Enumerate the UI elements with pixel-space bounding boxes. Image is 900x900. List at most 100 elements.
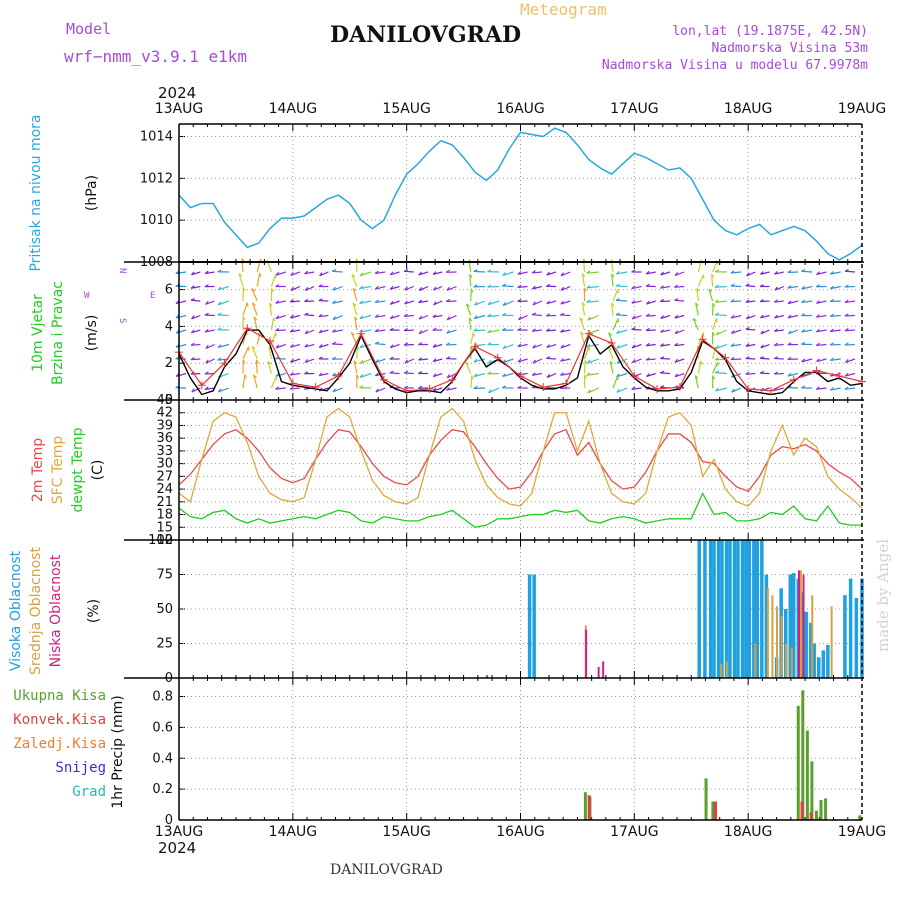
wind-arrow [473,329,485,332]
wind-arrow [217,343,229,349]
cloud-low-bar [597,666,600,678]
wind-arrow-head [712,331,716,336]
wind-arrow-head [473,284,478,288]
wind-arrow [517,285,528,289]
wind-arrow-head [446,356,451,360]
wind-arrow [546,372,557,378]
wind-arrow [616,343,628,349]
wind-arrow-head [730,283,735,287]
wind-arrow-head [275,344,280,349]
wind-arrow-head [759,356,765,359]
wind-arrow [319,343,329,348]
wind-arrow-head [445,298,451,303]
wind-arrow-head [445,342,451,346]
wind-arrow [787,314,799,319]
wind-arrow [446,372,457,379]
wind-arrow-head [359,272,364,277]
wind-arrow-head [631,269,636,273]
wind-arrow-head [760,271,764,275]
wind-arrow-head [815,314,820,318]
y-tick-label: 1014 [140,130,173,145]
wind-arrow-head [242,316,246,321]
wind-arrow-head [332,300,336,304]
wind-arrow [581,273,586,287]
wind-arrow-head [389,285,394,290]
wind-arrow-head [660,370,665,374]
wind-arrow [844,329,855,332]
wind-arrow [674,329,685,335]
wind-arrow-head [645,357,650,361]
wind-arrow-head [616,376,619,381]
wind-arrow-head [532,344,536,349]
wind-arrow-head [290,286,294,291]
wind-arrow-head [267,360,272,365]
wind-arrow-head [351,273,356,278]
precip-convective-bar [714,801,718,820]
wind-arrow [375,329,386,333]
wind-arrow-head [694,375,699,379]
wind-arrow [774,343,784,346]
wind-arrow-head [584,374,588,379]
wind-arrow-head [488,389,492,394]
wind-arrow [760,343,770,349]
wind-arrow [844,285,855,288]
wind-arrow [473,358,486,363]
y-tick-label: 2 [165,356,173,371]
wind-arrow-head [532,301,536,306]
wind-arrow [218,300,230,306]
wind-arrow [586,343,599,348]
wind-arrow [205,329,215,333]
wind-arrow [446,329,457,334]
wind-arrow-head [473,315,478,319]
wind-arrow-head [844,313,849,317]
wind-arrow [774,372,784,375]
wind-arrow [175,343,187,348]
wind-arrow [290,300,301,303]
wind-arrow-head [787,269,792,274]
wind-arrow-head [715,387,719,392]
wind-arrow-head [674,298,679,301]
wind-arrow [418,300,429,304]
wind-arrow [517,300,528,303]
wind-arrow [359,271,372,277]
wind-arrow-head [418,315,423,320]
wind-arrow [502,285,514,288]
precip-total-bar [801,690,805,820]
legend-total-rain: Ukupna Kisa [13,688,106,704]
wind-arrow-head [403,313,408,317]
wind-arrow [745,285,756,288]
wind-arrow [474,314,486,320]
wind-arrow [616,329,628,334]
wind-arrow-head [473,269,478,272]
wind-arrow [787,372,799,377]
wind-arrow [432,358,443,363]
wind-arrow [711,274,714,287]
wind-arrow-head [432,343,437,348]
wind-arrow-head [611,302,615,307]
wind-arrow-head [290,358,294,363]
wind-arrow-head [350,332,355,336]
cloud-low-bar [602,661,605,678]
cloud-high-bar [732,540,737,678]
wind-arrow-head [469,273,473,278]
wind-arrow [674,343,685,347]
wind-arrow [487,329,500,334]
wind-arrow [205,358,215,364]
wind-arrow-head [273,317,276,322]
wind-arrow [251,288,258,302]
wind-arrow [469,274,472,287]
temp-sfc-axis-title: SFC Temp [50,436,66,505]
wind-arrow-head [631,386,636,390]
wind-arrow [275,300,286,304]
wind-arrow [546,300,557,305]
wind-arrow-head [487,313,492,317]
wind-arrow [745,372,756,375]
wind-arrow-head [715,331,720,336]
wind-arrow-head [502,345,507,349]
wind-arrow-head [531,270,536,274]
cloud-high-bar [816,657,821,678]
wind-arrow-head [844,328,849,332]
wind-legend-east: E [150,291,155,301]
wind-arrow [674,285,685,288]
wind-arrow-head [275,327,280,332]
